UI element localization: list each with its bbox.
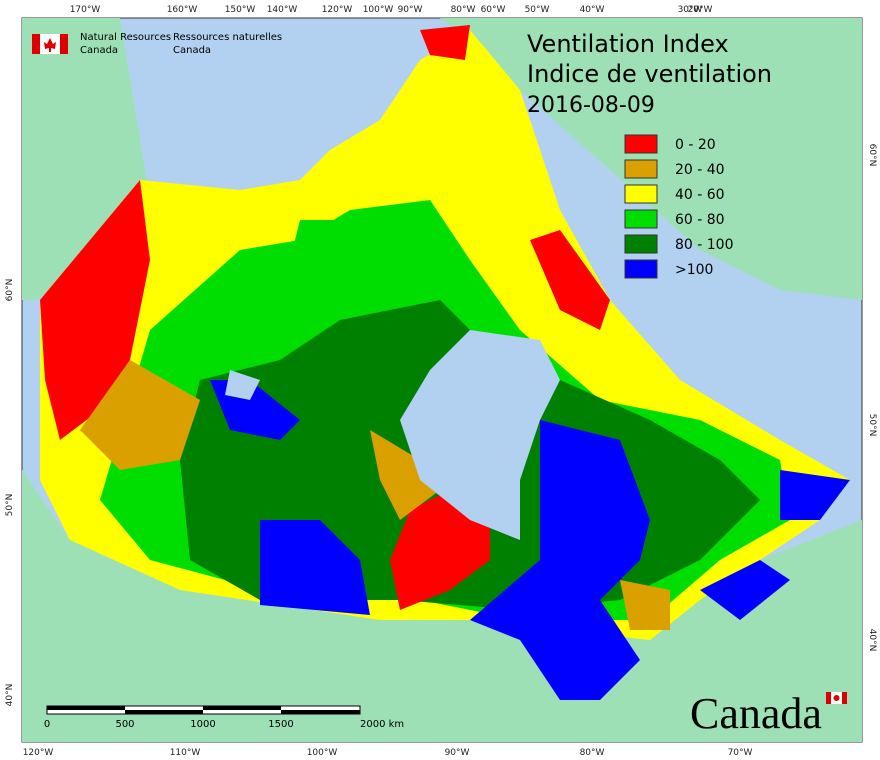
zone	[780, 470, 850, 520]
zone	[390, 490, 490, 610]
legend-label: 40 - 60	[675, 187, 725, 203]
agency-en: Natural Resources	[80, 32, 171, 43]
greenland	[440, 18, 862, 300]
zone	[40, 180, 150, 440]
legend-swatch	[624, 134, 658, 154]
graticule-label: 160°W	[167, 5, 198, 15]
legend-label: >100	[675, 262, 713, 278]
graticule-label: 20°W	[688, 5, 713, 15]
zone	[370, 430, 440, 520]
zone	[260, 520, 370, 615]
graticule-label: 60°N	[5, 279, 15, 302]
legend-swatch	[624, 184, 658, 204]
legend-swatch	[624, 259, 658, 279]
alaska	[22, 18, 150, 300]
agency-fr: Ressources naturelles	[173, 32, 282, 43]
ventilation-zones	[40, 25, 850, 700]
scale-label: 0	[44, 719, 50, 730]
legend-label: 80 - 100	[675, 237, 734, 253]
graticule-label: 40°N	[5, 684, 15, 707]
zone	[700, 560, 790, 620]
graticule-label: 50°N	[867, 414, 877, 437]
graticule-label: 150°W	[225, 5, 256, 15]
zone	[80, 360, 200, 470]
legend-label: 20 - 40	[675, 162, 725, 178]
graticule-label: 70°W	[728, 748, 753, 758]
graticule-label: 110°W	[170, 748, 201, 758]
scale-label: 1000	[190, 719, 215, 730]
title: Ventilation Index	[527, 30, 729, 58]
graticule-label: 170°W	[70, 5, 101, 15]
graticule-label: 120°W	[322, 5, 353, 15]
logo	[32, 34, 68, 54]
legend-swatch	[624, 159, 658, 179]
legend-label: 60 - 80	[675, 212, 725, 228]
date: 2016-08-09	[527, 93, 655, 118]
graticule-label: 90°W	[445, 748, 470, 758]
usa	[22, 470, 862, 742]
scale-label: 1500	[268, 719, 293, 730]
graticule-label: 60°W	[481, 5, 506, 15]
scale-bar	[46, 705, 361, 715]
scale-label: 2000 km	[360, 719, 404, 730]
graticule-label: 60°N	[867, 144, 877, 167]
agency-en: Canada	[80, 45, 118, 56]
legend-label: 0 - 20	[675, 137, 716, 153]
graticule-label: 90°W	[398, 5, 423, 15]
subtitle: Indice de ventilation	[527, 60, 772, 88]
graticule-label: 100°W	[307, 748, 338, 758]
land	[22, 18, 862, 742]
graticule-label: 140°W	[267, 5, 298, 15]
hudson-bay	[400, 330, 560, 540]
graticule-label: 30°W	[678, 5, 703, 15]
zone	[530, 230, 610, 330]
graticule-label: 40°N	[867, 629, 877, 652]
graticule-label: 80°W	[580, 748, 605, 758]
legend-swatch	[624, 234, 658, 254]
legend-swatch	[624, 209, 658, 229]
agency-fr: Canada	[173, 45, 211, 56]
graticule-label: 100°W	[363, 5, 394, 15]
wordmark: Canada	[690, 689, 822, 738]
zone	[470, 420, 650, 700]
lake	[225, 370, 260, 400]
graticule-label: 120°W	[23, 748, 54, 758]
wordmark-flag	[826, 692, 847, 704]
zone	[620, 580, 670, 630]
scale-label: 500	[115, 719, 134, 730]
zone	[290, 220, 400, 300]
graticule-label: 50°N	[5, 494, 15, 517]
graticule-label: 80°W	[451, 5, 476, 15]
graticule-label: 40°W	[580, 5, 605, 15]
zone	[420, 25, 470, 60]
graticule-label: 50°W	[525, 5, 550, 15]
